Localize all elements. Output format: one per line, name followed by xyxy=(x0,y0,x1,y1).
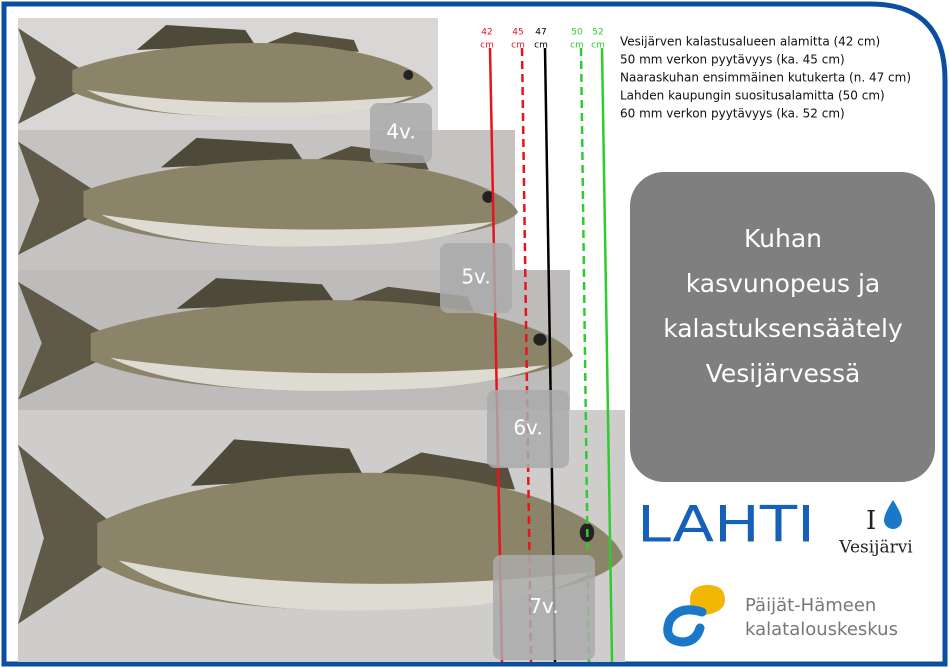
vesijarvi-logo: Vesijärvi xyxy=(838,538,913,558)
age-label: 6v. xyxy=(513,416,542,440)
age-label: 5v. xyxy=(461,265,490,289)
length-value: 45 xyxy=(512,28,523,38)
lahti-logo: LAHTI xyxy=(637,496,815,554)
title-line: kasvunopeus ja xyxy=(686,269,881,298)
fish-eye xyxy=(403,70,413,80)
legend-item: Lahden kaupungin suositusalamitta (50 cm… xyxy=(620,89,885,103)
length-value: 52 xyxy=(592,28,603,38)
length-unit: cm xyxy=(591,41,605,51)
length-unit: cm xyxy=(480,41,494,51)
title-line: Kuhan xyxy=(744,224,822,253)
age-label: 4v. xyxy=(386,120,415,144)
kalatalous-logo: kalatalouskeskus xyxy=(745,619,898,640)
page: 42 cm 45 cm 47 cm 50 cm 52 cm 4v. 5v. 6v. 7v. Vesijä… xyxy=(0,0,949,668)
title-line: kalastuksensäätely xyxy=(663,314,903,343)
length-unit: cm xyxy=(534,41,548,51)
poster: 42 cm 45 cm 47 cm 50 cm 52 cm 4v. 5v. 6v. 7v. Vesijä… xyxy=(0,0,949,668)
length-value: 47 xyxy=(535,28,546,38)
kalatalous-logo: Päijät-Hämeen xyxy=(745,595,876,616)
length-value: 50 xyxy=(571,28,583,38)
vesijarvi-mark: I xyxy=(866,506,876,536)
length-unit: cm xyxy=(511,41,525,51)
length-unit: cm xyxy=(570,41,584,51)
fish-eye xyxy=(533,333,546,345)
legend-item: 50 mm verkon pyytävyys (ka. 45 cm) xyxy=(620,53,845,67)
legend-item: 60 mm verkon pyytävyys (ka. 52 cm) xyxy=(620,107,845,121)
legend-item: Naaraskuhan ensimmäinen kutukerta (n. 47… xyxy=(620,71,911,85)
length-value: 42 xyxy=(481,28,492,38)
legend-item: Vesijärven kalastusalueen alamitta (42 c… xyxy=(620,35,880,49)
age-label: 7v. xyxy=(529,594,558,618)
title-line: Vesijärvessä xyxy=(706,359,861,388)
